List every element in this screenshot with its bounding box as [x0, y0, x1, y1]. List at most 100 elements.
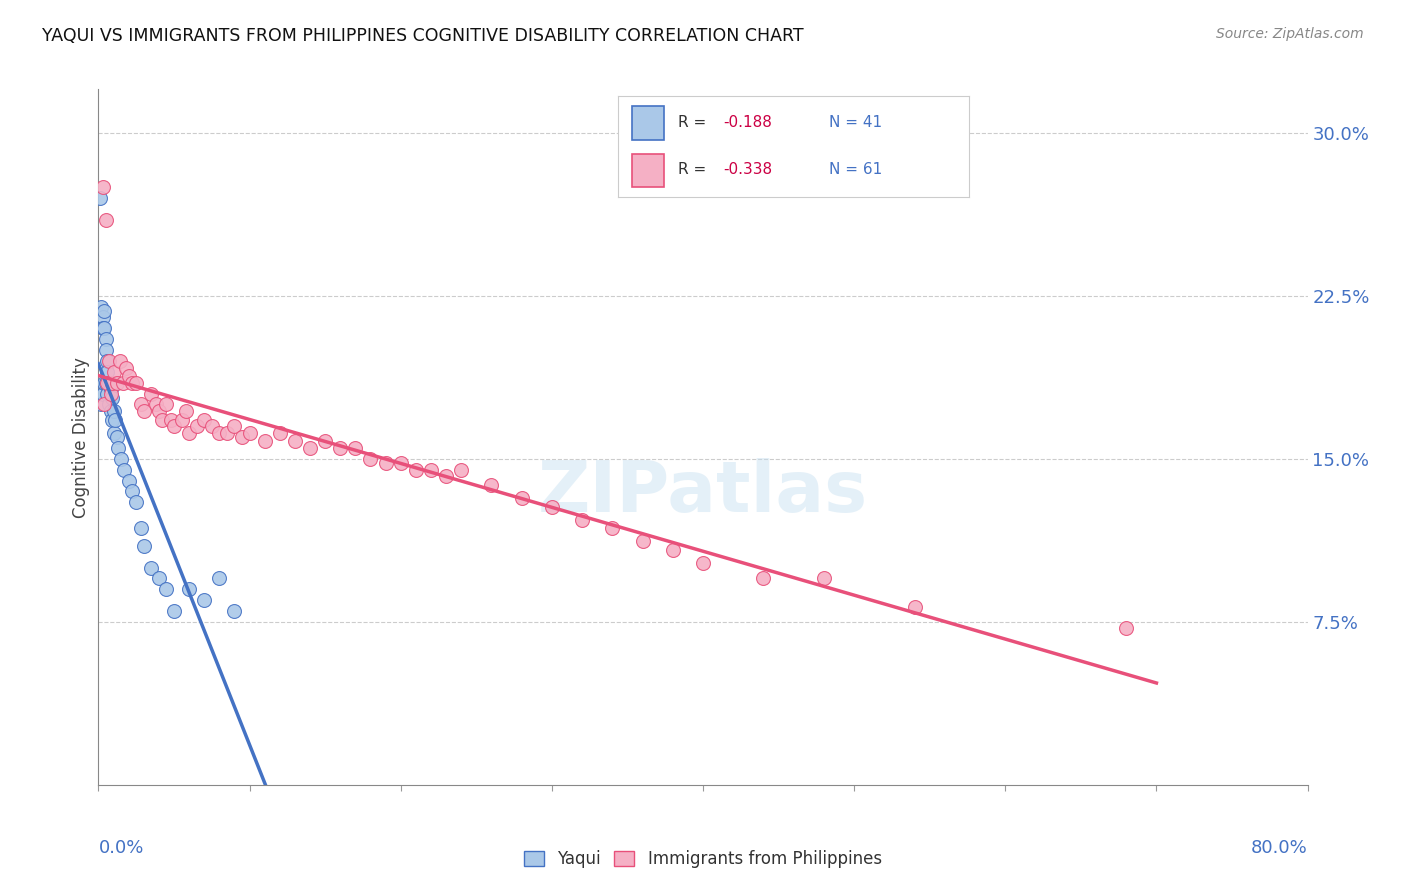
Point: [141, 386, 163, 401]
Point: [100, 382, 122, 396]
Point: [129, 397, 152, 411]
Point: [100, 404, 122, 418]
Point: [89, 191, 111, 205]
Point: [98, 376, 121, 390]
Point: [93, 397, 115, 411]
Point: [450, 463, 472, 477]
Point: [186, 419, 208, 434]
Point: [360, 451, 382, 466]
Point: [111, 376, 134, 390]
Point: [148, 571, 170, 585]
Point: [163, 604, 186, 618]
Point: [94, 376, 117, 390]
Point: [107, 441, 129, 455]
Point: [269, 425, 291, 440]
Point: [163, 419, 186, 434]
Point: [155, 582, 177, 597]
Point: [193, 412, 215, 426]
Point: [110, 451, 132, 466]
Point: [231, 430, 253, 444]
Point: [179, 425, 201, 440]
Point: [101, 376, 124, 390]
Point: [98, 354, 121, 368]
Point: [239, 425, 262, 440]
Text: 0.0%: 0.0%: [98, 839, 143, 857]
Point: [121, 376, 143, 390]
Point: [193, 593, 215, 607]
Point: [96, 386, 118, 401]
Text: ZIPatlas: ZIPatlas: [538, 458, 868, 527]
Point: [98, 397, 121, 411]
Point: [94, 332, 117, 346]
Point: [510, 491, 533, 505]
Point: [224, 419, 246, 434]
Point: [420, 463, 443, 477]
Point: [481, 478, 503, 492]
Point: [389, 456, 412, 470]
Point: [108, 354, 131, 368]
Point: [179, 582, 201, 597]
Point: [91, 180, 114, 194]
Point: [100, 386, 122, 401]
Point: [132, 539, 155, 553]
Point: [90, 397, 112, 411]
Point: [540, 500, 562, 514]
Point: [104, 412, 127, 426]
Point: [662, 543, 685, 558]
Point: [405, 463, 427, 477]
Point: [344, 441, 367, 455]
Point: [103, 425, 125, 440]
Text: Source: ZipAtlas.com: Source: ZipAtlas.com: [1216, 27, 1364, 41]
Point: [103, 404, 125, 418]
Point: [94, 212, 117, 227]
Point: [160, 412, 183, 426]
Point: [374, 456, 396, 470]
Point: [112, 463, 135, 477]
Point: [145, 397, 167, 411]
Point: [93, 321, 115, 335]
Point: [118, 474, 141, 488]
Point: [91, 386, 114, 401]
Point: [121, 484, 143, 499]
Text: YAQUI VS IMMIGRANTS FROM PHILIPPINES COGNITIVE DISABILITY CORRELATION CHART: YAQUI VS IMMIGRANTS FROM PHILIPPINES COG…: [42, 27, 804, 45]
Point: [132, 404, 155, 418]
Y-axis label: Cognitive Disability: Cognitive Disability: [72, 357, 90, 517]
Point: [155, 397, 177, 411]
Point: [1115, 621, 1137, 635]
Point: [129, 521, 152, 535]
Point: [141, 560, 163, 574]
Point: [93, 376, 115, 390]
Point: [692, 556, 714, 570]
Text: 80.0%: 80.0%: [1251, 839, 1308, 857]
Point: [215, 425, 238, 440]
Point: [125, 495, 148, 509]
Point: [329, 441, 352, 455]
Point: [631, 534, 654, 549]
Point: [148, 404, 170, 418]
Point: [170, 412, 193, 426]
Point: [813, 571, 835, 585]
Point: [434, 469, 457, 483]
Point: [208, 425, 231, 440]
Point: [101, 391, 124, 405]
Point: [94, 343, 117, 357]
Point: [904, 599, 927, 614]
Point: [114, 360, 136, 375]
Point: [284, 434, 307, 449]
Point: [96, 376, 118, 390]
Point: [253, 434, 276, 449]
Point: [93, 304, 115, 318]
Point: [103, 365, 125, 379]
Point: [752, 571, 775, 585]
Point: [224, 604, 246, 618]
Point: [314, 434, 336, 449]
Point: [105, 376, 128, 390]
Point: [101, 412, 124, 426]
Point: [125, 376, 148, 390]
Legend: Yaqui, Immigrants from Philippines: Yaqui, Immigrants from Philippines: [517, 844, 889, 875]
Point: [150, 412, 173, 426]
Point: [602, 521, 624, 535]
Point: [90, 300, 112, 314]
Point: [174, 404, 197, 418]
Point: [96, 365, 118, 379]
